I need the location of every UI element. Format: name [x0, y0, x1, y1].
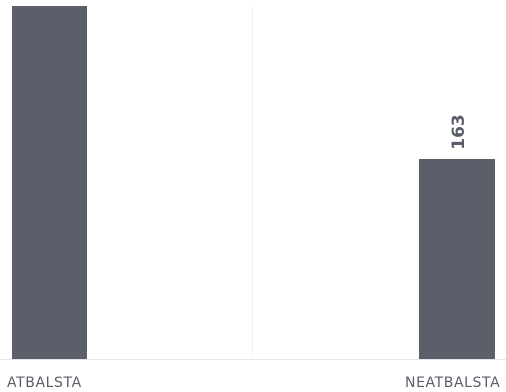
bar-atbalsta — [12, 6, 87, 359]
data-label-neatbalsta: 163 — [449, 114, 469, 150]
x-tick-label-atbalsta: ATBALSTA — [7, 375, 82, 391]
x-tick-label-neatbalsta: NEATBALSTA — [405, 375, 500, 391]
bar-neatbalsta — [419, 159, 495, 359]
